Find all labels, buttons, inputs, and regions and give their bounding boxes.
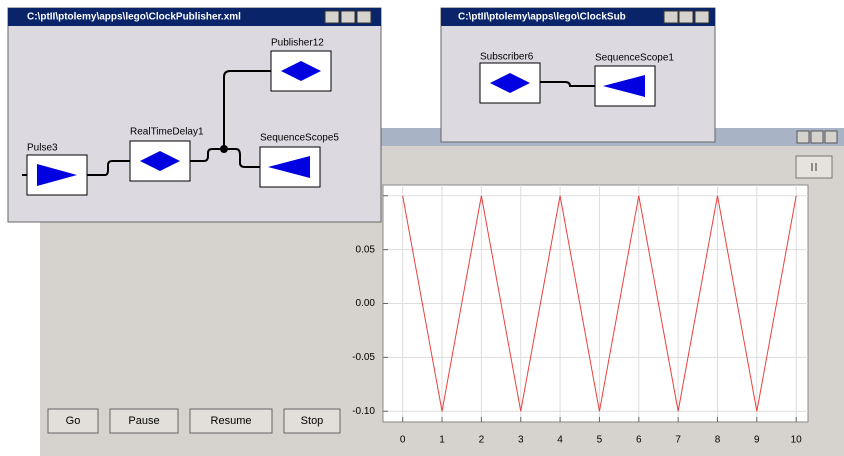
- window-controls[interactable]: [664, 11, 709, 23]
- actor[interactable]: Publisher12: [271, 38, 331, 91]
- button-label: Pause: [128, 415, 159, 427]
- x-tick-label: 9: [754, 435, 760, 446]
- subscriber-window: C:\ptII\ptolemy\apps\lego\ClockSub Subsc…: [441, 8, 715, 142]
- y-tick-label: -0.05: [352, 352, 375, 363]
- actor-label: Pulse3: [27, 143, 58, 154]
- window-controls[interactable]: [325, 11, 371, 23]
- button[interactable]: Pause: [110, 409, 178, 433]
- x-tick-label: 4: [557, 435, 563, 446]
- x-tick-label: 6: [636, 435, 642, 446]
- button-label: Resume: [211, 415, 252, 427]
- window-controls[interactable]: [797, 131, 837, 143]
- actor-label: SequenceScope5: [260, 133, 339, 144]
- button[interactable]: Stop: [284, 409, 340, 433]
- y-tick-label: 0.00: [356, 298, 376, 309]
- x-tick-label: 2: [479, 435, 485, 446]
- button-label: Stop: [301, 415, 324, 427]
- buttons: Go Pause Resume Stop: [48, 409, 340, 433]
- button[interactable]: Resume: [190, 409, 272, 433]
- actor-label: Subscriber6: [480, 52, 534, 63]
- screen: -0.10-0.050.000.050.10012345678910 GoPau…: [0, 0, 844, 456]
- window-title: C:\ptII\ptolemy\apps\lego\ClockPublisher…: [27, 12, 241, 23]
- x-tick-label: 3: [518, 435, 524, 446]
- settings-button[interactable]: [796, 156, 832, 178]
- actor-label: Publisher12: [271, 38, 324, 49]
- actor-label: SequenceScope1: [595, 53, 674, 64]
- button-label: Go: [66, 415, 81, 427]
- relation: [220, 145, 228, 153]
- actor-label: RealTimeDelay1: [130, 127, 204, 138]
- y-tick-label: 0.05: [356, 244, 376, 255]
- window-title: C:\ptII\ptolemy\apps\lego\ClockSub: [458, 12, 626, 23]
- x-tick-label: 8: [715, 435, 721, 446]
- x-tick-label: 5: [597, 435, 603, 446]
- publisher-window: C:\ptII\ptolemy\apps\lego\ClockPublisher…: [8, 8, 381, 222]
- y-tick-label: -0.10: [352, 406, 375, 417]
- button[interactable]: Go: [48, 409, 98, 433]
- x-tick-label: 10: [791, 435, 803, 446]
- x-tick-label: 1: [439, 435, 445, 446]
- x-tick-label: 7: [675, 435, 681, 446]
- actor[interactable]: Subscriber6: [480, 52, 540, 103]
- x-tick-label: 0: [400, 435, 406, 446]
